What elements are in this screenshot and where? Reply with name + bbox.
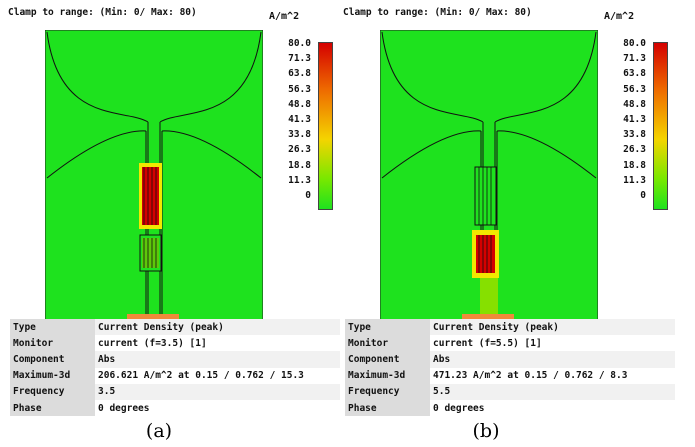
info-key: Frequency xyxy=(10,383,95,400)
colorbar-tick-label: 71.3 xyxy=(623,53,646,65)
colorbar-tick-label: 80.0 xyxy=(623,38,646,49)
info-value: 471.23 A/m^2 at 0.15 / 0.762 / 8.3 xyxy=(430,367,675,384)
colorbar-tick-label: 71.3 xyxy=(288,53,311,65)
slot-lines-lower xyxy=(478,235,492,273)
colorbar-tick-label: 48.8 xyxy=(288,98,311,110)
info-value: 0 degrees xyxy=(95,399,340,417)
figure-caption-b: (b) xyxy=(472,420,500,442)
info-key: Frequency xyxy=(345,383,430,400)
upper-arc-right xyxy=(494,31,597,123)
colorbar-labels: 80.0 71.3 63.8 56.3 48.8 41.3 33.8 26.3 18.8 11.3… xyxy=(608,38,646,218)
lower-arc-right xyxy=(496,130,597,179)
feed-glow xyxy=(462,314,514,320)
colorbar-tick-label: 48.8 xyxy=(623,98,646,110)
colorbar-labels: 80.0 71.3 63.8 56.3 48.8 41.3 33.8 26.3 18.8 11.3… xyxy=(273,38,311,218)
info-key: Component xyxy=(345,351,430,368)
info-key: Maximum-3d xyxy=(345,367,430,384)
lower-arc-right xyxy=(161,130,262,179)
info-value: Abs xyxy=(430,351,675,368)
colorbar-tick-label: 26.3 xyxy=(623,144,646,156)
colorbar-tick-label: 33.8 xyxy=(288,129,311,141)
colorbar-tick-label: 41.3 xyxy=(288,114,311,125)
info-key: Type xyxy=(345,319,430,336)
info-row-maximum: Maximum-3d 471.23 A/m^2 at 0.15 / 0.762 /… xyxy=(345,367,675,384)
info-row-type: Type Current Density (peak) xyxy=(345,319,675,336)
info-value: Abs xyxy=(95,351,340,368)
colorbar-tick-label: 18.8 xyxy=(288,159,311,171)
colorbar-tick-label: 41.3 xyxy=(623,114,646,125)
info-row-monitor: Monitor current (f=3.5) [1] xyxy=(10,335,340,352)
info-key: Phase xyxy=(345,399,430,417)
result-panel-a: Clamp to range: (Min: 0/ Max: 80) A/m^2 … xyxy=(5,0,340,420)
info-row-frequency: Frequency 3.5 xyxy=(10,383,340,400)
info-row-component: Component Abs xyxy=(345,351,675,368)
upper-arc-right xyxy=(159,31,262,123)
colorbar-tick-label: 63.8 xyxy=(288,68,311,80)
colorbar-tick-label: 63.8 xyxy=(623,68,646,80)
colorbar-tick-label: 11.3 xyxy=(623,174,646,186)
lower-arc-left xyxy=(381,130,482,179)
slot-lines-lower xyxy=(143,238,157,268)
feed-heat xyxy=(480,278,498,314)
info-row-monitor: Monitor current (f=5.5) [1] xyxy=(345,335,675,352)
feed-glow xyxy=(127,314,179,320)
info-value: current (f=3.5) [1] xyxy=(95,335,340,352)
result-info-table: Type Current Density (peak) Monitor curren… xyxy=(10,319,340,417)
info-key: Monitor xyxy=(345,335,430,352)
upper-arc-left xyxy=(46,31,149,123)
info-row-component: Component Abs xyxy=(10,351,340,368)
colorbar-tick-label: 26.3 xyxy=(288,144,311,156)
info-value: 0 degrees xyxy=(430,399,675,417)
info-key: Component xyxy=(10,351,95,368)
colorbar-tick-label: 80.0 xyxy=(288,38,311,49)
colorbar xyxy=(318,42,333,210)
info-value: current (f=5.5) [1] xyxy=(430,335,675,352)
lower-slot-core xyxy=(476,235,495,273)
result-info-table: Type Current Density (peak) Monitor curren… xyxy=(345,319,675,417)
colorbar-tick-label: 56.3 xyxy=(623,83,646,95)
info-row-maximum: Maximum-3d 206.621 A/m^2 at 0.15 / 0.762 … xyxy=(10,367,340,384)
lower-arc-left xyxy=(46,130,147,179)
slot-lines-upper xyxy=(143,167,157,225)
colorbar-tick-label: 33.8 xyxy=(623,129,646,141)
info-value: Current Density (peak) xyxy=(95,319,340,336)
result-panel-b: Clamp to range: (Min: 0/ Max: 80) A/m^2 … xyxy=(340,0,675,420)
info-value: 3.5 xyxy=(95,383,340,400)
upper-slot xyxy=(474,166,497,226)
info-row-type: Type Current Density (peak) xyxy=(10,319,340,336)
colorbar-tick-label: 18.8 xyxy=(623,159,646,171)
info-key: Phase xyxy=(10,399,95,417)
figure-caption-a: (a) xyxy=(145,420,173,442)
clamp-range-label: Clamp to range: (Min: 0/ Max: 80) xyxy=(343,7,532,18)
colorbar-tick-label: 11.3 xyxy=(288,174,311,186)
info-key: Monitor xyxy=(10,335,95,352)
info-key: Type xyxy=(10,319,95,336)
slot-lines-upper xyxy=(478,167,492,225)
info-row-frequency: Frequency 5.5 xyxy=(345,383,675,400)
colorbar-unit: A/m^2 xyxy=(269,11,300,22)
upper-slot-core xyxy=(142,167,159,225)
info-row-phase: Phase 0 degrees xyxy=(10,399,340,417)
colorbar-unit: A/m^2 xyxy=(604,11,635,22)
info-value: Current Density (peak) xyxy=(430,319,675,336)
current-density-plot xyxy=(45,30,263,320)
info-value: 206.621 A/m^2 at 0.15 / 0.762 / 15.3 xyxy=(95,367,340,384)
colorbar-tick-label: 0 xyxy=(640,190,646,201)
colorbar xyxy=(653,42,668,210)
clamp-range-label: Clamp to range: (Min: 0/ Max: 80) xyxy=(8,7,197,18)
info-key: Maximum-3d xyxy=(10,367,95,384)
info-value: 5.5 xyxy=(430,383,675,400)
colorbar-tick-label: 56.3 xyxy=(288,83,311,95)
upper-arc-left xyxy=(381,31,484,123)
colorbar-tick-label: 0 xyxy=(305,190,311,201)
info-row-phase: Phase 0 degrees xyxy=(345,399,675,417)
current-density-plot xyxy=(380,30,598,320)
lower-slot-heat xyxy=(142,238,159,268)
